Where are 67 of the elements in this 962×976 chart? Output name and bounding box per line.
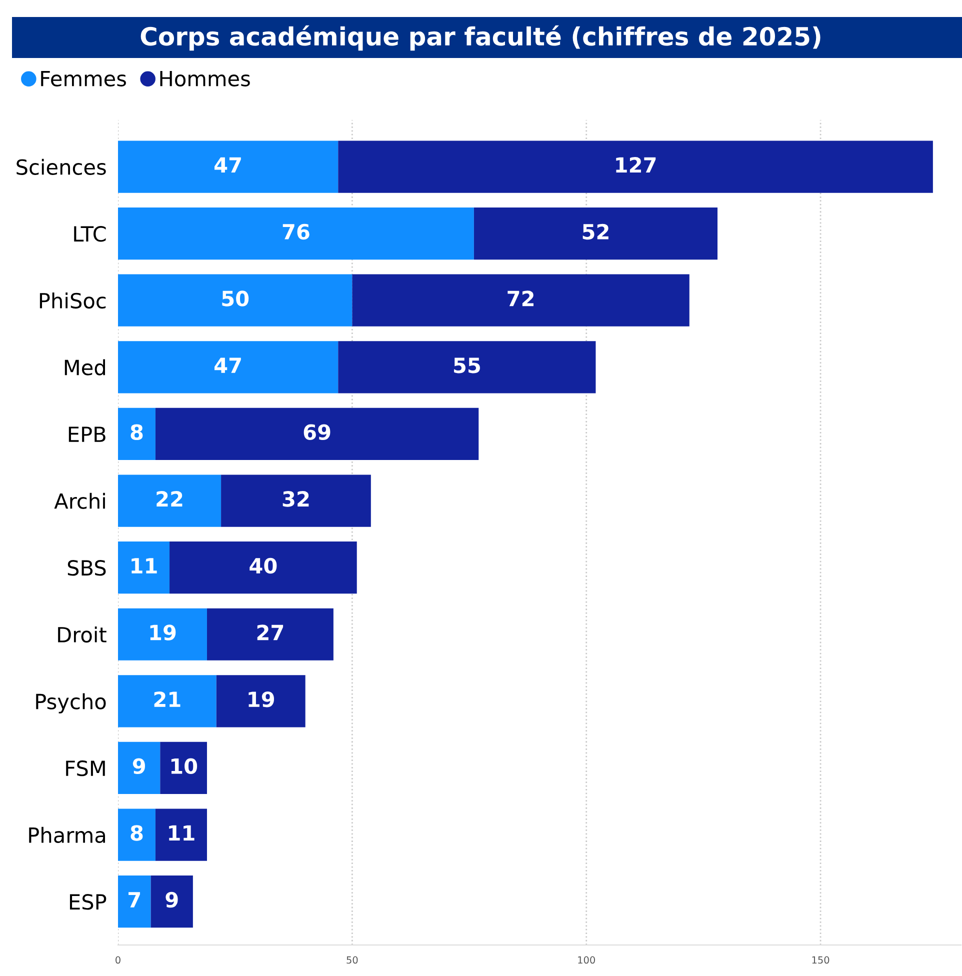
bar <box>352 274 690 326</box>
data-label: 76 <box>282 224 310 240</box>
data-label: 10 <box>171 758 198 774</box>
bar <box>118 876 151 928</box>
data-label: 40 <box>250 558 277 574</box>
data-label: 8 <box>130 424 143 440</box>
bar <box>221 474 371 527</box>
data-label: 55 <box>454 358 480 374</box>
bar <box>118 542 170 594</box>
y-tick-label: Pharma <box>29 826 105 843</box>
bar <box>338 140 933 193</box>
legend-label: Femmes <box>41 70 126 86</box>
chart-title: Corps académique par faculté (chiffres de 2025) <box>140 25 820 51</box>
bar <box>216 675 306 728</box>
y-tick-label: SBS <box>68 560 106 576</box>
y-tick-label: FSM <box>66 760 105 776</box>
bar <box>160 742 207 794</box>
y-tick-label: EPB <box>68 426 106 442</box>
y-tick-label: Sciences <box>16 158 106 175</box>
y-tick-label: Archi <box>54 492 105 509</box>
y-tick-label: ESP <box>70 894 106 910</box>
bar <box>118 208 474 260</box>
data-label: 9 <box>132 758 145 774</box>
data-label: 11 <box>169 825 194 841</box>
legend-label: Hommes <box>160 70 250 86</box>
y-tick-label: LTC <box>74 226 106 242</box>
bar <box>118 608 207 660</box>
y-tick-label: Psycho <box>36 693 106 714</box>
data-label: 21 <box>154 691 180 707</box>
data-label: 69 <box>304 424 330 440</box>
x-tick-label: 100 <box>578 956 595 964</box>
data-label: 47 <box>214 358 241 373</box>
data-label: 22 <box>156 491 182 507</box>
bar <box>118 742 160 794</box>
bar <box>155 408 479 460</box>
y-tick-label: Droit <box>58 626 106 643</box>
x-tick-label: 0 <box>116 956 120 964</box>
x-tick-label: 150 <box>812 956 830 964</box>
bar <box>206 608 334 660</box>
data-label: 127 <box>616 157 656 173</box>
data-label: 19 <box>150 624 176 640</box>
data-label: 27 <box>257 624 284 640</box>
bar <box>118 675 216 728</box>
data-label: 50 <box>222 290 249 306</box>
bar <box>474 208 718 260</box>
bar <box>338 341 596 394</box>
x-tick-label: 50 <box>346 956 358 964</box>
data-label: 7 <box>128 892 140 908</box>
data-label: 72 <box>508 290 534 306</box>
data-label: 11 <box>132 558 157 574</box>
data-label: 19 <box>248 691 274 708</box>
bar <box>155 808 207 861</box>
bar <box>118 274 352 326</box>
bar <box>118 140 338 193</box>
bar <box>118 808 156 861</box>
data-label: 9 <box>166 892 178 908</box>
bar <box>170 542 357 594</box>
data-label: 52 <box>582 224 608 240</box>
bar <box>118 408 156 460</box>
bar <box>150 876 193 928</box>
data-label: 8 <box>130 825 143 841</box>
y-tick-label: Med <box>64 359 105 376</box>
bar <box>118 341 338 394</box>
y-tick-label: PhiSoc <box>40 292 106 309</box>
data-label: 32 <box>282 491 309 507</box>
bar <box>118 474 222 527</box>
data-label: 47 <box>214 157 241 173</box>
